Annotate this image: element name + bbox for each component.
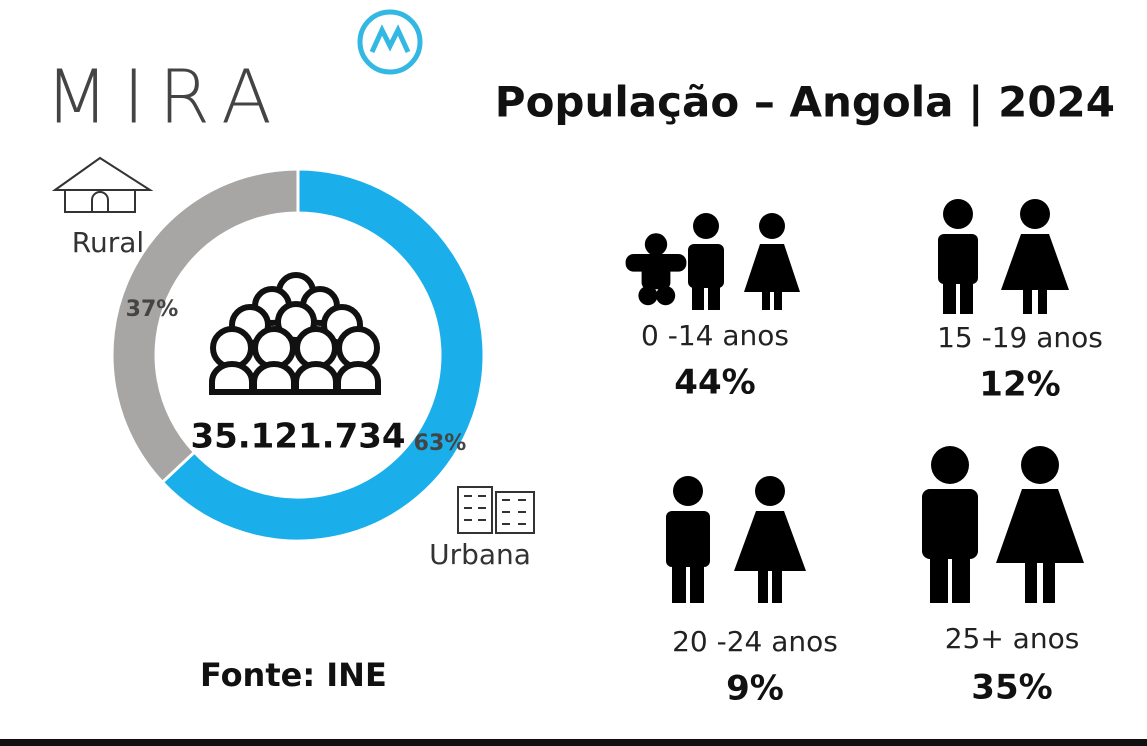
urban-icon bbox=[457, 486, 535, 534]
age-share: 12% bbox=[979, 365, 1060, 405]
logo-icon bbox=[357, 9, 423, 75]
age-groups: 0 -14 anos 44% 15 -19 anos 12% 20 -24 anos 9%… bbox=[641, 319, 1103, 709]
source: Fonte: INE bbox=[200, 656, 387, 694]
title: População – Angola | 2024 bbox=[495, 78, 1115, 127]
age-share: 9% bbox=[726, 669, 784, 709]
logo-icon-m bbox=[369, 24, 411, 54]
crowd-icon bbox=[209, 272, 381, 395]
donut-segment bbox=[160, 167, 486, 543]
age-share: 44% bbox=[674, 363, 755, 403]
logo-text: MIRA bbox=[45, 55, 286, 141]
age-label: 20 -24 anos bbox=[672, 625, 838, 658]
total-population: 35.121.734 bbox=[190, 417, 405, 457]
category-label: Rural bbox=[72, 226, 144, 259]
donut-segment bbox=[110, 167, 300, 485]
segment-label: 63% bbox=[414, 431, 467, 456]
age-label: 0 -14 anos bbox=[641, 319, 789, 352]
rural-icon bbox=[51, 156, 154, 213]
age-label: 15 -19 anos bbox=[937, 321, 1103, 354]
people-icons bbox=[625, 199, 1084, 603]
bottom-rule bbox=[0, 739, 1147, 746]
category-label: Urbana bbox=[429, 538, 531, 571]
age-label: 25+ anos bbox=[945, 622, 1080, 655]
segment-label: 37% bbox=[126, 297, 179, 322]
age-share: 35% bbox=[971, 668, 1052, 708]
donut-chart: 37% Rural 63% Urbana bbox=[72, 167, 531, 571]
